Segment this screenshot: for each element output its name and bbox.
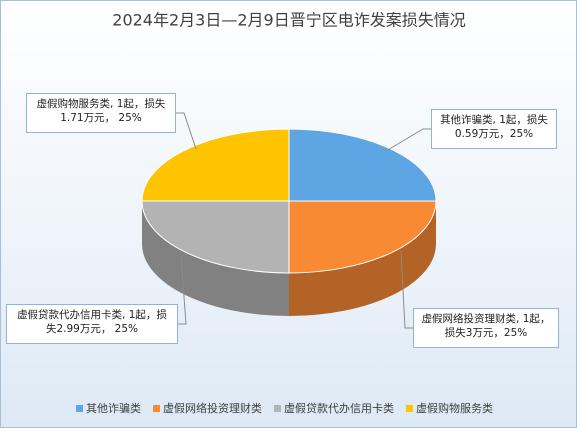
slice bbox=[288, 200, 437, 274]
leader-line bbox=[176, 112, 197, 150]
chart-title: 2024年2月3日—2月9日晋宁区电诈发案损失情况 bbox=[112, 11, 465, 30]
data-label: 虚假购物服务类, 1起，损失1.71万元， 25% bbox=[26, 93, 176, 133]
slice bbox=[141, 128, 290, 202]
slice-side bbox=[142, 201, 289, 316]
data-label: 虚假贷款代办信用卡类, 1起，损失2.99万元， 25% bbox=[6, 304, 178, 344]
legend-swatch bbox=[76, 405, 83, 412]
leader-line bbox=[385, 128, 431, 152]
legend-label: 其他诈骗类 bbox=[86, 401, 141, 415]
legend-label: 虚假贷款代办信用卡类 bbox=[284, 401, 394, 415]
slice bbox=[288, 128, 437, 202]
legend-swatch bbox=[274, 405, 281, 412]
legend-swatch bbox=[153, 405, 160, 412]
slice bbox=[141, 200, 290, 274]
legend-label: 虚假购物服务类 bbox=[416, 401, 493, 415]
data-label: 其他诈骗类, 1起，损失0.59万元，25% bbox=[431, 109, 557, 149]
leader-line bbox=[178, 255, 187, 325]
legend-label: 虚假网络投资理财类 bbox=[163, 401, 262, 415]
slice-side bbox=[289, 201, 436, 316]
legend-swatch bbox=[406, 405, 413, 412]
data-label: 虚假网络投资理财类, 1起，损失3万元，25% bbox=[413, 308, 559, 348]
leader-line bbox=[400, 250, 413, 329]
